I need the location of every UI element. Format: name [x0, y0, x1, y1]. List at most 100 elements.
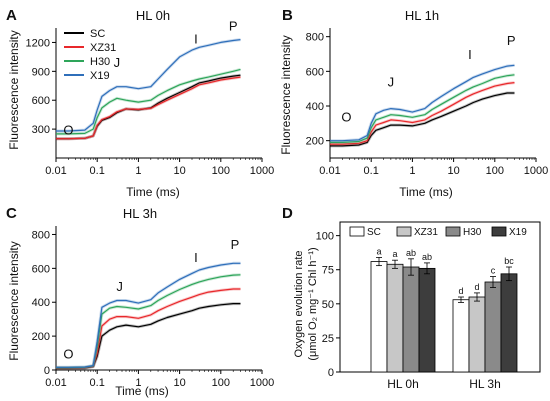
- legend-label-sc: SC: [90, 28, 105, 40]
- panel-c-xlabel: Time (ms): [115, 384, 169, 398]
- significance-letter: d: [458, 286, 463, 296]
- significance-letter: c: [491, 266, 496, 276]
- x-tick-label: 0.1: [364, 165, 379, 177]
- bar-xz31: [468, 296, 486, 373]
- legend-label-h30: H30: [90, 56, 110, 68]
- x-tick-label: 100: [212, 165, 230, 177]
- y-tick-label: 400: [32, 297, 50, 309]
- y-tick-label: 200: [306, 136, 324, 148]
- y-tick-label: 600: [32, 95, 50, 107]
- series-line-x19: [56, 39, 241, 132]
- legend-label-xz31: XZ31: [414, 227, 438, 238]
- phase-label-i: I: [468, 47, 472, 62]
- x-tick-label: 1: [135, 165, 141, 177]
- panel-letter-a: A: [6, 7, 17, 24]
- phase-label-i: I: [194, 32, 198, 47]
- panel-a-xlabel: Time (ms): [126, 185, 180, 199]
- legend-swatch-x19: [491, 226, 507, 237]
- y-tick-label: 75: [322, 265, 334, 277]
- series-line-h30: [330, 74, 515, 143]
- y-tick-label: 0: [44, 365, 50, 377]
- series-band-h30: [56, 273, 241, 370]
- legend-swatch-h30: [445, 226, 461, 237]
- x-tick-label: 1000: [250, 165, 274, 177]
- x-tick-label: 100: [212, 377, 230, 389]
- legend-label-x19: X19: [509, 227, 527, 238]
- phase-label-j: J: [114, 55, 121, 70]
- significance-letter: ab: [422, 252, 432, 262]
- series-band-x19: [56, 38, 241, 133]
- series-line-sc: [330, 92, 515, 147]
- phase-label-p: P: [231, 237, 240, 252]
- x-tick-label: 1000: [524, 165, 548, 177]
- x-tick-label: 1: [135, 377, 141, 389]
- plot-frame: [339, 221, 541, 373]
- x-tick-label: 0.01: [319, 165, 340, 177]
- legend-label-h30: H30: [463, 227, 482, 238]
- phase-label-p: P: [229, 19, 238, 34]
- y-tick-label: 600: [32, 263, 50, 275]
- phase-label-j: J: [116, 279, 123, 294]
- legend-label-sc: SC: [367, 227, 381, 238]
- panel-d-ylabel-line1: Oxygen evolution rate: [293, 250, 305, 357]
- bar-sc: [370, 261, 388, 373]
- panel-b: B HL 1h Fluorescence intensity Time (ms)…: [279, 7, 548, 199]
- y-tick-label: 50: [322, 299, 334, 311]
- series-band-xz31: [330, 81, 515, 146]
- x-tick-label: 100: [486, 165, 504, 177]
- panel-letter-b: B: [282, 7, 293, 24]
- panel-b-title: HL 1h: [405, 8, 439, 23]
- significance-letter: bc: [504, 256, 514, 266]
- x-tick-label: 1000: [250, 377, 274, 389]
- phase-label-j: J: [388, 75, 395, 90]
- y-tick-label: 200: [32, 331, 50, 343]
- panel-a: A HL 0h Fluorescence intensity Time (ms)…: [6, 7, 274, 199]
- significance-letter: a: [392, 249, 397, 259]
- x-tick-label: 0.01: [45, 165, 66, 177]
- legend-label-xz31: XZ31: [90, 42, 116, 54]
- panel-b-xlabel: Time (ms): [399, 185, 453, 199]
- series-line-xz31: [56, 76, 241, 140]
- y-tick-label: 100: [316, 231, 334, 243]
- legend-swatch-xz31: [396, 226, 412, 237]
- panel-a-ylabel: Fluorescence intensity: [7, 30, 21, 149]
- x-tick-label: 0.1: [90, 377, 105, 389]
- y-tick-label: 1200: [26, 37, 50, 49]
- significance-letter: d: [474, 282, 479, 292]
- significance-letter: a: [376, 246, 381, 256]
- y-tick-label: 600: [306, 66, 324, 78]
- panel-a-title: HL 0h: [136, 8, 170, 23]
- x-tick-label: 10: [173, 165, 185, 177]
- panel-letter-d: D: [282, 205, 293, 222]
- group-label: HL 3h: [469, 377, 501, 391]
- bar-x19: [418, 267, 436, 373]
- bar-xz31: [386, 263, 404, 373]
- legend-label-x19: X19: [90, 70, 110, 82]
- phase-label-o: O: [63, 123, 73, 138]
- panel-d: D Oxygen evolution rate (μmol O₂ mg⁻¹ Ch…: [282, 205, 541, 391]
- x-tick-label: 10: [447, 165, 459, 177]
- x-tick-label: 10: [173, 377, 185, 389]
- x-tick-label: 0.01: [45, 377, 66, 389]
- panel-d-ylabel-line2: (μmol O₂ mg⁻¹ Chl h⁻¹): [307, 247, 319, 360]
- y-tick-label: 25: [322, 333, 334, 345]
- panel-c-ylabel: Fluorescence intensity: [7, 241, 21, 360]
- panel-c-title: HL 3h: [123, 206, 157, 221]
- series-line-sc: [56, 303, 241, 369]
- legend-swatch-sc: [349, 226, 365, 237]
- y-tick-label: 0: [328, 367, 334, 379]
- panel-letter-c: C: [6, 205, 17, 222]
- panel-c: C HL 3h Fluorescence intensity Time (ms)…: [6, 205, 274, 398]
- y-tick-label: 300: [32, 124, 50, 136]
- series-line-h30: [56, 68, 241, 135]
- series-line-xz31: [330, 82, 515, 145]
- y-tick-label: 800: [306, 32, 324, 44]
- x-tick-label: 1: [409, 165, 415, 177]
- bar-x19: [500, 273, 518, 373]
- panel-b-ylabel: Fluorescence intensity: [279, 35, 293, 154]
- significance-letter: ab: [406, 248, 416, 258]
- series-line-h30: [56, 274, 241, 369]
- series-line-x19: [330, 64, 515, 142]
- series-band-sc: [56, 302, 241, 370]
